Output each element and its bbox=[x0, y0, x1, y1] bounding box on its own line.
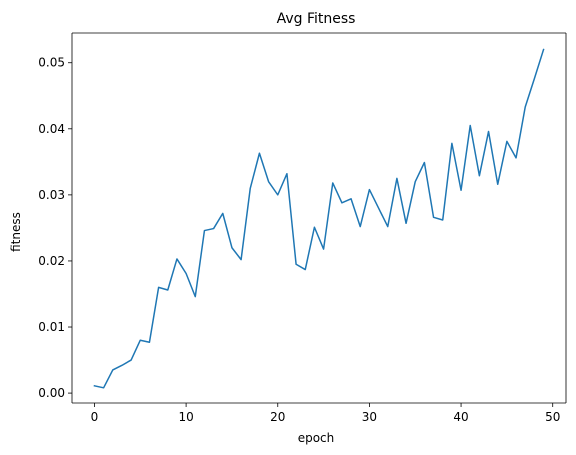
y-axis-ticks: 0.00 0.01 0.02 0.03 0.04 0.05 bbox=[38, 56, 72, 400]
y-tick-label: 0.02 bbox=[38, 254, 65, 268]
plot-background bbox=[72, 33, 566, 403]
plot-area bbox=[71, 32, 567, 404]
x-tick-label: 30 bbox=[362, 410, 377, 424]
x-tick-label: 0 bbox=[91, 410, 99, 424]
x-axis-label: epoch bbox=[298, 431, 335, 445]
y-tick-label: 0.04 bbox=[38, 122, 65, 136]
series-line bbox=[93, 48, 545, 389]
x-axis-ticks: 0 10 20 30 40 50 bbox=[91, 403, 560, 424]
x-tick-label: 40 bbox=[453, 410, 468, 424]
chart-title: Avg Fitness bbox=[277, 11, 356, 27]
y-axis-label: fitness bbox=[9, 212, 23, 252]
x-tick-label: 10 bbox=[178, 410, 193, 424]
x-tick-label: 20 bbox=[270, 410, 285, 424]
y-tick-label: 0.01 bbox=[38, 320, 65, 334]
y-tick-label: 0.03 bbox=[38, 188, 65, 202]
y-tick-label: 0.05 bbox=[38, 56, 65, 70]
y-tick-label: 0.00 bbox=[38, 386, 65, 400]
x-tick-label: 50 bbox=[545, 410, 560, 424]
